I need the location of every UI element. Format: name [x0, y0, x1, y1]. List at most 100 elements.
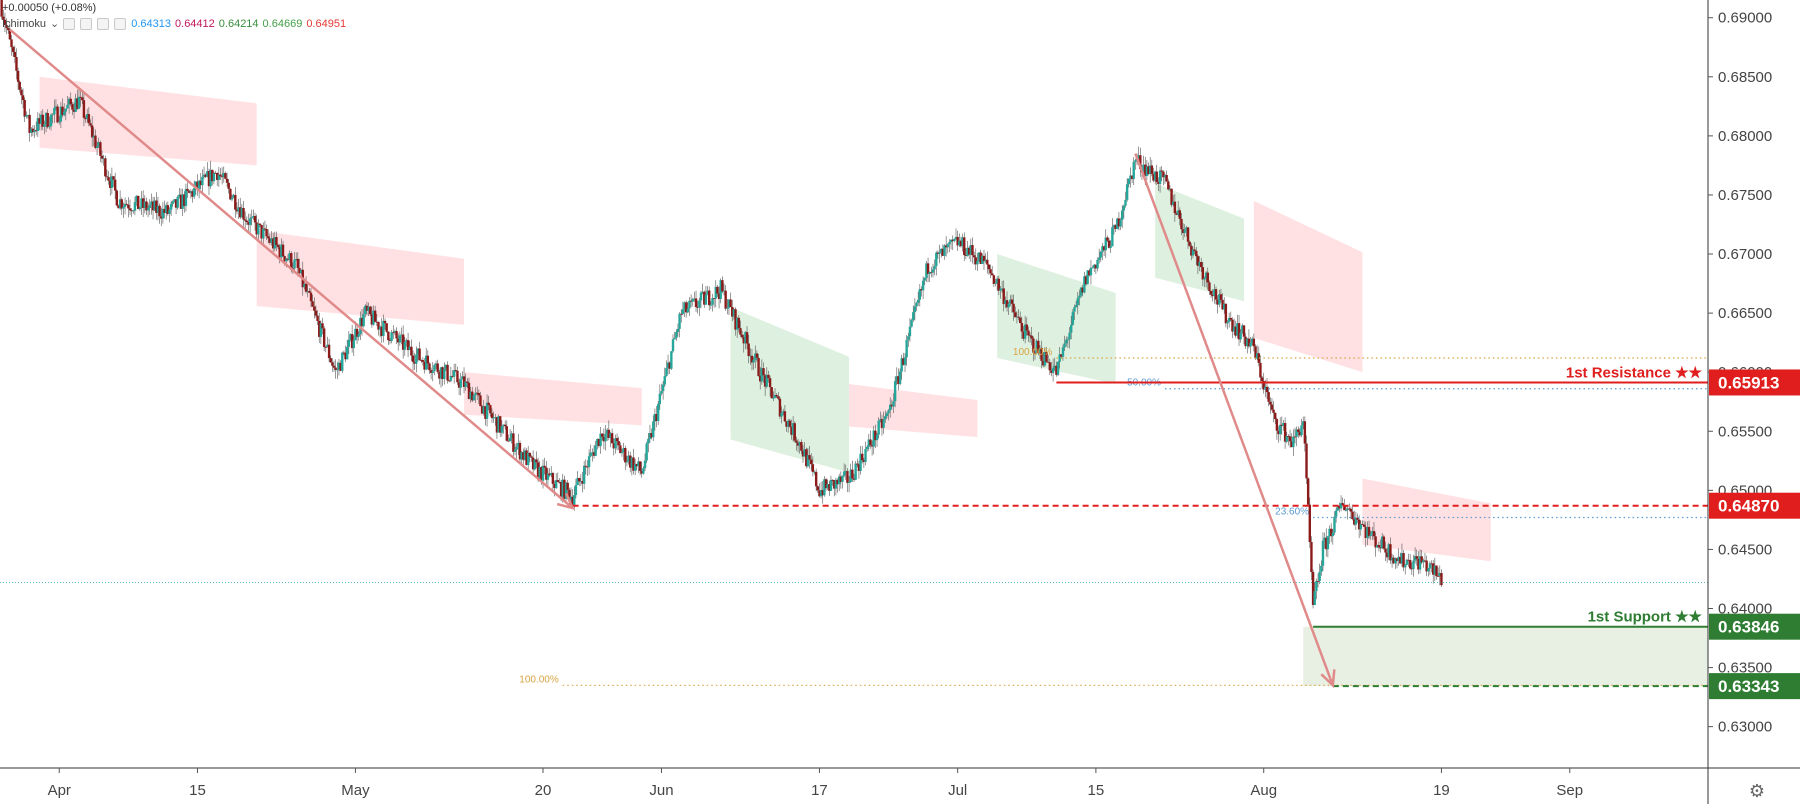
candle-up: [630, 457, 634, 468]
candle-up: [95, 146, 99, 148]
cloud-segment: [730, 307, 850, 473]
candle-down: [186, 188, 189, 191]
candle-up: [173, 199, 176, 202]
candle-up: [319, 323, 323, 337]
candle-down: [1196, 256, 1200, 266]
candle-up: [953, 238, 956, 242]
indicator-value-2: 0.64214: [218, 18, 259, 30]
candle-down: [1040, 347, 1043, 361]
candle-down: [13, 51, 17, 57]
candle-up: [482, 406, 485, 414]
candle-up: [58, 121, 61, 123]
candle-down: [1206, 272, 1209, 283]
candle-down: [1274, 412, 1277, 420]
candle-up: [765, 374, 768, 387]
code-icon[interactable]: [97, 18, 110, 30]
indicator-value-0: 0.64313: [131, 18, 172, 30]
candle-down: [777, 396, 780, 399]
candle-down: [650, 433, 653, 438]
candle-up: [1394, 558, 1397, 564]
candle-down: [1311, 572, 1315, 606]
candle-up: [1336, 505, 1339, 511]
candle-up: [867, 439, 871, 447]
candle-up: [161, 208, 165, 219]
candle-down: [477, 393, 481, 396]
candle-down: [635, 463, 638, 467]
candle-down: [1288, 436, 1292, 442]
candle-down: [581, 480, 584, 484]
candle-down: [1415, 556, 1418, 559]
candle-up: [749, 355, 752, 357]
candle-down: [267, 236, 270, 239]
candle-up: [1218, 294, 1221, 305]
candle-up: [719, 280, 722, 300]
candle-down: [680, 313, 683, 315]
candle-up: [526, 452, 530, 466]
candle-up: [285, 258, 288, 262]
gear-icon[interactable]: [80, 18, 93, 30]
candle-up: [1333, 516, 1336, 533]
close-icon[interactable]: [114, 18, 127, 30]
candle-up: [439, 367, 443, 379]
candle-up: [676, 328, 680, 332]
candle-up: [1127, 178, 1130, 185]
cloud-segment: [849, 384, 978, 438]
candle-up: [433, 365, 436, 372]
candle-down: [342, 352, 346, 354]
candle-down: [436, 363, 439, 372]
candle-up: [885, 413, 889, 417]
candle-down: [1157, 182, 1160, 184]
gear-icon[interactable]: ⚙: [1749, 781, 1765, 801]
time-tick-label: 15: [1088, 782, 1105, 799]
candle-up: [1066, 339, 1070, 341]
candle-down: [1395, 558, 1399, 561]
candle-up: [367, 306, 370, 311]
indicator-name[interactable]: Ichimoku: [2, 18, 47, 30]
candle-up: [1122, 205, 1126, 211]
candle-down: [373, 310, 377, 322]
candle-down: [1277, 430, 1280, 435]
candle-down: [1385, 552, 1389, 558]
candle-up: [940, 248, 943, 252]
candle-down: [1341, 503, 1344, 506]
candle-up: [202, 174, 206, 177]
candle-down: [1055, 365, 1058, 375]
candle-down: [214, 172, 217, 174]
candle-down: [525, 450, 528, 466]
candle-up: [306, 290, 309, 292]
candle-up: [658, 393, 662, 405]
candle-down: [1167, 181, 1170, 190]
candle-down: [694, 298, 698, 307]
candle-up: [1101, 246, 1104, 252]
candle-up: [722, 290, 726, 292]
candle-up: [293, 259, 296, 269]
candle-up: [844, 471, 847, 472]
candle-down: [1420, 556, 1423, 563]
candle-up: [966, 247, 969, 256]
eye-icon[interactable]: [63, 18, 76, 30]
candle-down: [127, 204, 130, 209]
candle-down: [1186, 227, 1190, 242]
candle-up: [538, 467, 541, 478]
candle-up: [1320, 565, 1323, 572]
candle-up: [1000, 288, 1004, 290]
candle-down: [166, 205, 170, 214]
candle-up: [625, 461, 629, 463]
candle-down: [874, 430, 877, 441]
candle-up: [660, 391, 663, 394]
candle-down: [1252, 338, 1256, 347]
candle-up: [910, 319, 913, 327]
time-tick-label: Jul: [948, 782, 967, 799]
candle-down: [518, 442, 522, 460]
candle-up: [184, 188, 188, 206]
candle-up: [948, 242, 951, 245]
candle-down: [278, 247, 281, 258]
candle-down: [1399, 556, 1402, 564]
candle-up: [882, 419, 885, 428]
candle-down: [833, 480, 836, 489]
candle-down: [972, 255, 976, 258]
candle-down: [76, 98, 79, 109]
chevron-down-icon[interactable]: ⌄: [50, 18, 60, 30]
